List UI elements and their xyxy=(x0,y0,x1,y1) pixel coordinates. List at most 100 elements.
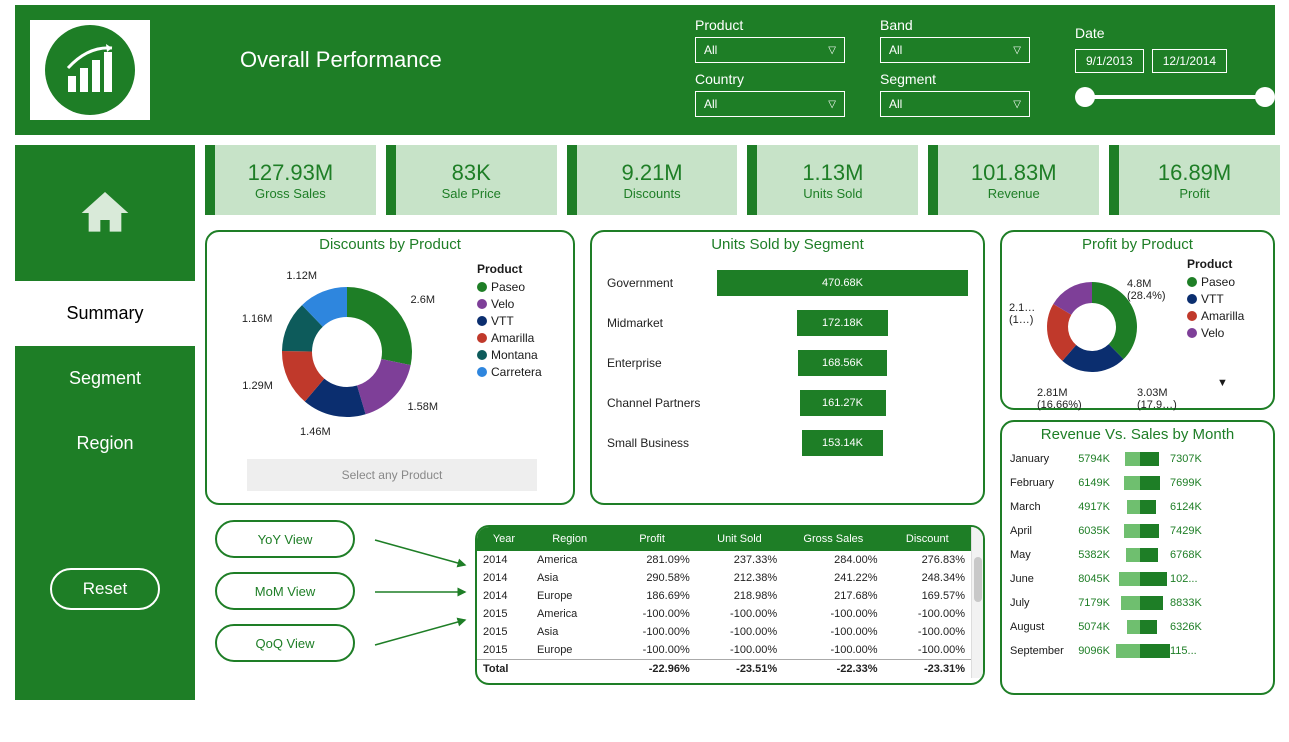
legend-item[interactable]: Carretera xyxy=(477,365,542,379)
rev-month: August xyxy=(1010,621,1070,633)
sidebar-item-region[interactable]: Region xyxy=(15,411,195,476)
table-row[interactable]: 2015Europe-100.00%-100.00%-100.00%-100.0… xyxy=(477,641,971,660)
date-to[interactable]: 12/1/2014 xyxy=(1152,49,1227,73)
table-row[interactable]: 2015America-100.00%-100.00%-100.00%-100.… xyxy=(477,605,971,623)
rev-right-val: 8833K xyxy=(1170,597,1210,609)
rev-row[interactable]: September9096K115... xyxy=(1010,639,1265,663)
filter-country-label: Country xyxy=(695,71,845,87)
panel-discounts-title: Discounts by Product xyxy=(207,236,573,253)
rev-row[interactable]: April6035K7429K xyxy=(1010,519,1265,543)
filter-product-dropdown[interactable]: All ▽ xyxy=(695,37,845,63)
bar-row[interactable]: Channel Partners161.27K xyxy=(607,383,968,423)
rev-row[interactable]: August5074K6326K xyxy=(1010,615,1265,639)
logo[interactable] xyxy=(30,20,150,120)
col-header[interactable]: Profit xyxy=(608,527,695,551)
bar-row[interactable]: Government470.68K xyxy=(607,263,968,303)
filter-country-dropdown[interactable]: All ▽ xyxy=(695,91,845,117)
filter-segment-dropdown[interactable]: All ▽ xyxy=(880,91,1030,117)
col-header[interactable]: Region xyxy=(531,527,608,551)
legend-item[interactable]: Paseo xyxy=(1187,275,1244,289)
kpi-label: Revenue xyxy=(988,186,1040,201)
table-row[interactable]: 2014Asia290.58%212.38%241.22%248.34% xyxy=(477,569,971,587)
filter-segment-value: All xyxy=(889,97,902,111)
bar-label: Channel Partners xyxy=(607,396,717,410)
rev-right-val: 6124K xyxy=(1170,501,1210,513)
date-slider[interactable] xyxy=(1075,85,1275,109)
date-from[interactable]: 9/1/2013 xyxy=(1075,49,1144,73)
view-button[interactable]: YoY View xyxy=(215,520,355,558)
legend-item[interactable]: Amarilla xyxy=(477,331,542,345)
legend-more-icon[interactable]: ▼ xyxy=(1217,377,1228,389)
rev-row[interactable]: February6149K7699K xyxy=(1010,471,1265,495)
select-product-input[interactable]: Select any Product xyxy=(247,459,537,491)
view-buttons: YoY View MoM View QoQ View xyxy=(215,520,355,676)
legend-item[interactable]: VTT xyxy=(477,314,542,328)
donut-label: 1.46M xyxy=(300,426,331,438)
rev-row[interactable]: March4917K 6124K xyxy=(1010,495,1265,519)
sidebar-item-segment[interactable]: Segment xyxy=(15,346,195,411)
rev-row[interactable]: June8045K102... xyxy=(1010,567,1265,591)
header: Overall Performance Product All ▽ Countr… xyxy=(15,5,1275,135)
kpi-card: 9.21MDiscounts xyxy=(567,145,738,215)
view-button[interactable]: QoQ View xyxy=(215,624,355,662)
rev-row[interactable]: July7179K 8833K xyxy=(1010,591,1265,615)
bar-label: Government xyxy=(607,276,717,290)
donut-label: 2.1…(1…) xyxy=(1009,302,1035,326)
panel-profit: Profit by Product 4.8M(28.4%)3.03M(17.9…… xyxy=(1000,230,1275,410)
rev-left-val: 4917K xyxy=(1070,501,1110,513)
legend-item[interactable]: Amarilla xyxy=(1187,309,1244,323)
filter-band-label: Band xyxy=(880,17,1030,33)
kpi-value: 83K xyxy=(452,160,491,186)
rev-left-val: 9096K xyxy=(1070,645,1110,657)
legend-item[interactable]: VTT xyxy=(1187,292,1244,306)
bar-row[interactable]: Enterprise168.56K xyxy=(607,343,968,383)
donut-label: 2.6M xyxy=(411,294,435,306)
rev-row[interactable]: May5382K6768K xyxy=(1010,543,1265,567)
bar-row[interactable]: Small Business153.14K xyxy=(607,423,968,463)
rev-right-val: 115... xyxy=(1170,645,1210,657)
col-header[interactable]: Discount xyxy=(884,527,971,551)
legend-item[interactable]: Velo xyxy=(1187,326,1244,340)
legend-discounts: Product PaseoVeloVTTAmarillaMontanaCarre… xyxy=(477,262,542,382)
rev-month: January xyxy=(1010,453,1070,465)
sidebar: SummarySegmentRegion Reset xyxy=(15,145,195,700)
legend-item[interactable]: Montana xyxy=(477,348,542,362)
filter-band-dropdown[interactable]: All ▽ xyxy=(880,37,1030,63)
col-header[interactable]: Year xyxy=(477,527,531,551)
rev-right-val: 7307K xyxy=(1170,453,1210,465)
table-row[interactable]: 2015Asia-100.00%-100.00%-100.00%-100.00% xyxy=(477,623,971,641)
rev-right-val: 6768K xyxy=(1170,549,1210,561)
reset-button[interactable]: Reset xyxy=(50,568,160,610)
table-scrollbar[interactable] xyxy=(971,527,983,678)
filter-product-label: Product xyxy=(695,17,845,33)
home-icon[interactable] xyxy=(15,145,195,281)
rev-left-val: 6149K xyxy=(1070,477,1110,489)
data-table[interactable]: YearRegionProfitUnit SoldGross SalesDisc… xyxy=(477,527,971,678)
rev-month: March xyxy=(1010,501,1070,513)
filter-segment-label: Segment xyxy=(880,71,1030,87)
kpi-card: 1.13MUnits Sold xyxy=(747,145,918,215)
rev-month: February xyxy=(1010,477,1070,489)
chevron-down-icon: ▽ xyxy=(1013,99,1021,110)
rev-row[interactable]: January5794K7307K xyxy=(1010,447,1265,471)
legend-item[interactable]: Paseo xyxy=(477,280,542,294)
donut-label: 1.16M xyxy=(242,313,273,325)
page-title: Overall Performance xyxy=(240,47,442,73)
bar-row[interactable]: Midmarket172.18K xyxy=(607,303,968,343)
col-header[interactable]: Gross Sales xyxy=(783,527,883,551)
table-row[interactable]: 2014Europe186.69%218.98%217.68%169.57% xyxy=(477,587,971,605)
table-row[interactable]: 2014America281.09%237.33%284.00%276.83% xyxy=(477,551,971,569)
chevron-down-icon: ▽ xyxy=(828,99,836,110)
legend-item[interactable]: Velo xyxy=(477,297,542,311)
rev-left-val: 7179K xyxy=(1070,597,1110,609)
filter-band-value: All xyxy=(889,43,902,57)
bar-label: Enterprise xyxy=(607,356,717,370)
view-button[interactable]: MoM View xyxy=(215,572,355,610)
sidebar-item-summary[interactable]: Summary xyxy=(15,281,195,346)
arrows-icon xyxy=(365,520,475,680)
col-header[interactable]: Unit Sold xyxy=(696,527,783,551)
rev-month: June xyxy=(1010,573,1070,585)
donut-label: 2.81M(16.66%) xyxy=(1037,387,1082,411)
donut-label: 3.03M(17.9…) xyxy=(1137,387,1177,411)
rev-month: July xyxy=(1010,597,1070,609)
